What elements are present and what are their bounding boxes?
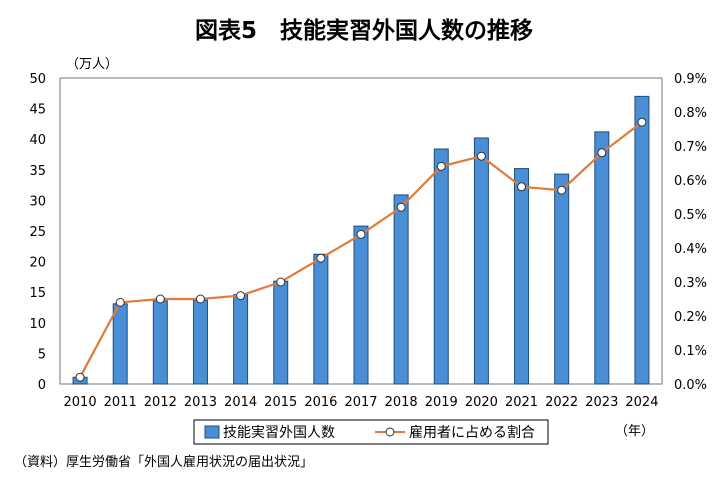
x-tick-label: 2018 (385, 395, 418, 410)
bar (594, 131, 610, 385)
ratio-point (195, 294, 205, 304)
x-tick-label: 2019 (425, 395, 458, 410)
x-tick-label: 2020 (465, 395, 498, 410)
right-tick-label: 0.2% (674, 310, 707, 325)
x-tick-label: 2015 (264, 395, 297, 410)
legend-line-marker (385, 427, 395, 437)
bar (313, 253, 329, 385)
left-tick-label: 35 (29, 164, 46, 179)
x-tick-label: 2024 (625, 395, 658, 410)
ratio-point (316, 253, 326, 263)
x-axis-ticks: 2010 2011 2012 2013 2014 2015 2016 2017 2018 2019… (64, 395, 659, 410)
right-tick-label: 0.1% (674, 344, 707, 359)
right-tick-label: 0.5% (674, 208, 707, 223)
bar (233, 294, 249, 385)
ratio-point (115, 297, 125, 307)
ratio-point (637, 117, 647, 127)
bar (473, 137, 489, 385)
ratio-point (436, 161, 446, 171)
left-tick-label: 0 (38, 378, 46, 393)
left-tick-label: 30 (29, 194, 46, 209)
ratio-point (276, 277, 286, 287)
bar-series (72, 95, 650, 385)
x-tick-label: 2012 (144, 395, 177, 410)
line-series (75, 117, 647, 382)
right-tick-label: 0.8% (674, 106, 707, 121)
ratio-point (557, 185, 567, 195)
x-tick-label: 2022 (545, 395, 578, 410)
left-tick-label: 10 (29, 317, 46, 332)
x-tick-label: 2013 (184, 395, 217, 410)
x-tick-label: 2010 (64, 395, 97, 410)
bar (152, 300, 168, 385)
ratio-point (396, 202, 406, 212)
left-tick-label: 45 (29, 103, 46, 118)
legend-line-label: 雇用者に占める割合 (409, 424, 535, 441)
left-tick-label: 40 (29, 133, 46, 148)
bar (433, 148, 449, 385)
x-tick-label: 2023 (585, 395, 618, 410)
ratio-point (75, 372, 85, 382)
ratio-point (155, 294, 165, 304)
legend-bar-swatch (204, 425, 220, 439)
ratio-point (236, 291, 246, 301)
source-note: （資料）厚生労働省「外国人雇用状況の届出状況」 (14, 454, 313, 470)
right-tick-label: 0.0% (674, 378, 707, 393)
legend-bar-label: 技能実習外国人数 (223, 425, 335, 441)
ratio-point (356, 229, 366, 239)
left-axis-ticks: 0 5 10 15 20 25 30 35 40 45 50 (29, 72, 46, 393)
bar (514, 168, 530, 385)
ratio-point (476, 151, 486, 161)
left-tick-label: 5 (38, 347, 46, 362)
legend-box (193, 419, 549, 445)
bar (192, 299, 208, 385)
x-tick-label: 2017 (344, 395, 377, 410)
right-tick-label: 0.3% (674, 276, 707, 291)
x-tick-label: 2021 (505, 395, 538, 410)
right-tick-label: 0.6% (674, 174, 707, 189)
bar (353, 225, 369, 385)
right-axis-ticks: 0.0% 0.1% 0.2% 0.3% 0.4% 0.5% 0.6% 0.7% 0.8% 0.9% (674, 72, 707, 393)
bar (112, 303, 128, 385)
left-tick-label: 50 (29, 72, 46, 87)
right-tick-label: 0.4% (674, 242, 707, 257)
ratio-point (597, 148, 607, 158)
right-tick-label: 0.7% (674, 140, 707, 155)
ratio-point (517, 182, 527, 192)
x-tick-label: 2014 (224, 395, 257, 410)
bar (393, 194, 409, 385)
x-tick-label: 2011 (104, 395, 137, 410)
left-tick-label: 25 (29, 225, 46, 240)
left-tick-label: 15 (29, 286, 46, 301)
x-axis-unit-label: （年） (615, 424, 654, 439)
x-tick-label: 2016 (304, 395, 337, 410)
bar (273, 280, 289, 385)
y-axis-unit-label: （万人） (66, 57, 118, 72)
legend: 技能実習外国人数 雇用者に占める割合 (193, 419, 549, 445)
right-tick-label: 0.9% (674, 72, 707, 87)
chart-title: 図表5 技能実習外国人数の推移 (195, 17, 533, 44)
left-tick-label: 20 (29, 256, 46, 271)
bar (634, 95, 650, 385)
bar (554, 173, 570, 385)
